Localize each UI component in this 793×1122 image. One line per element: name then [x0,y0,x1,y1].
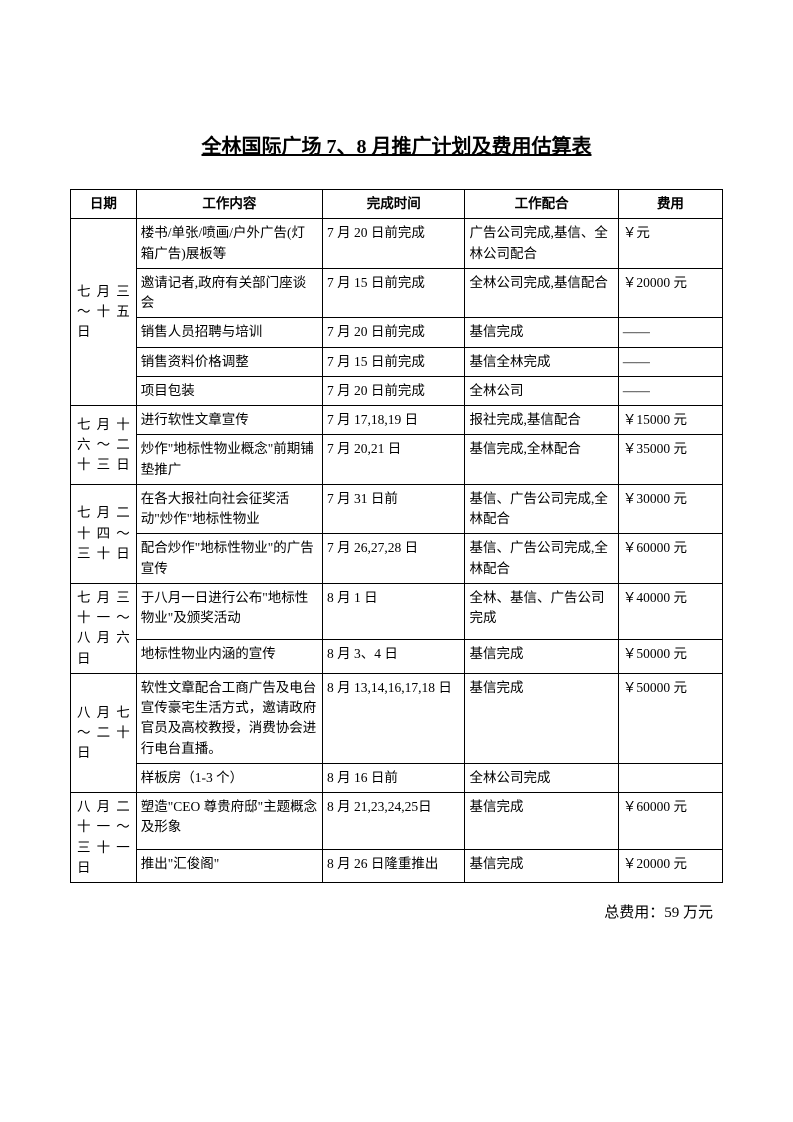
cost-cell: ￥元 [618,219,722,269]
coord-cell: 基信完成 [465,640,618,673]
work-cell: 软性文章配合工商广告及电台宣传豪宅生活方式，邀请政府官员及高校教授，消费协会进行… [136,673,322,763]
date-cell: 八月七～二十日 [71,673,137,792]
cost-cell [618,763,722,792]
time-cell: 7 月 20 日前完成 [323,376,465,405]
coord-cell: 基信、广告公司完成,全林配合 [465,484,618,534]
date-cell: 七月三～十五日 [71,219,137,406]
coord-cell: 全林公司 [465,376,618,405]
table-row: 八月二十一～三十一日塑造"CEO 尊贵府邸"主题概念及形象8 月 21,23,2… [71,793,723,850]
table-row: 样板房（1-3 个）8 月 16 日前全林公司完成 [71,763,723,792]
time-cell: 8 月 21,23,24,25日 [323,793,465,850]
table-row: 销售资料价格调整7 月 15 日前完成基信全林完成—— [71,347,723,376]
time-cell: 8 月 13,14,16,17,18 日 [323,673,465,763]
cost-cell: —— [618,347,722,376]
work-cell: 于八月一日进行公布"地标性物业"及颁奖活动 [136,583,322,640]
time-cell: 7 月 20,21 日 [323,435,465,485]
time-cell: 8 月 3、4 日 [323,640,465,673]
table-row: 七月二十四～三十日在各大报社向社会征奖活动"炒作"地标性物业7 月 31 日前基… [71,484,723,534]
time-cell: 7 月 20 日前完成 [323,318,465,347]
table-row: 七月三十一～八月六日于八月一日进行公布"地标性物业"及颁奖活动8 月 1 日全林… [71,583,723,640]
table-row: 地标性物业内涵的宣传8 月 3、4 日基信完成￥50000 元 [71,640,723,673]
cost-cell: —— [618,318,722,347]
work-cell: 进行软性文章宣传 [136,406,322,435]
work-cell: 销售人员招聘与培训 [136,318,322,347]
work-cell: 配合炒作"地标性物业"的广告宣传 [136,534,322,584]
work-cell: 邀请记者,政府有关部门座谈会 [136,268,322,318]
coord-cell: 基信完成 [465,793,618,850]
cost-cell: ￥30000 元 [618,484,722,534]
page-title: 全林国际广场 7、8 月推广计划及费用估算表 [70,130,723,159]
coord-cell: 报社完成,基信配合 [465,406,618,435]
table-row: 七月十六～二十三日进行软性文章宣传7 月 17,18,19 日报社完成,基信配合… [71,406,723,435]
work-cell: 炒作"地标性物业概念"前期铺垫推广 [136,435,322,485]
table-row: 配合炒作"地标性物业"的广告宣传7 月 26,27,28 日基信、广告公司完成,… [71,534,723,584]
work-cell: 楼书/单张/喷画/户外广告(灯箱广告)展板等 [136,219,322,269]
table-row: 邀请记者,政府有关部门座谈会7 月 15 日前完成全林公司完成,基信配合￥200… [71,268,723,318]
coord-cell: 全林公司完成,基信配合 [465,268,618,318]
cost-cell: ￥20000 元 [618,849,722,882]
coord-cell: 基信完成 [465,318,618,347]
time-cell: 7 月 31 日前 [323,484,465,534]
work-cell: 样板房（1-3 个） [136,763,322,792]
cost-cell: ￥50000 元 [618,673,722,763]
time-cell: 7 月 20 日前完成 [323,219,465,269]
table-row: 项目包装7 月 20 日前完成全林公司—— [71,376,723,405]
cost-cell: ￥20000 元 [618,268,722,318]
budget-table: 日期 工作内容 完成时间 工作配合 费用 七月三～十五日楼书/单张/喷画/户外广… [70,189,723,883]
table-row: 八月七～二十日软性文章配合工商广告及电台宣传豪宅生活方式，邀请政府官员及高校教授… [71,673,723,763]
time-cell: 7 月 26,27,28 日 [323,534,465,584]
work-cell: 塑造"CEO 尊贵府邸"主题概念及形象 [136,793,322,850]
cost-cell: ￥60000 元 [618,534,722,584]
time-cell: 8 月 1 日 [323,583,465,640]
date-cell: 七月十六～二十三日 [71,406,137,485]
time-cell: 7 月 17,18,19 日 [323,406,465,435]
time-cell: 8 月 16 日前 [323,763,465,792]
time-cell: 8 月 26 日隆重推出 [323,849,465,882]
coord-cell: 基信完成 [465,673,618,763]
total-cost: 总费用：59 万元 [70,901,723,922]
work-cell: 项目包装 [136,376,322,405]
date-cell: 七月二十四～三十日 [71,484,137,583]
header-coord: 工作配合 [465,190,618,219]
cost-cell: —— [618,376,722,405]
work-cell: 推出"汇俊阁" [136,849,322,882]
time-cell: 7 月 15 日前完成 [323,347,465,376]
work-cell: 在各大报社向社会征奖活动"炒作"地标性物业 [136,484,322,534]
table-row: 炒作"地标性物业概念"前期铺垫推广7 月 20,21 日基信完成,全林配合￥35… [71,435,723,485]
time-cell: 7 月 15 日前完成 [323,268,465,318]
coord-cell: 广告公司完成,基信、全林公司配合 [465,219,618,269]
cost-cell: ￥60000 元 [618,793,722,850]
header-work: 工作内容 [136,190,322,219]
coord-cell: 基信全林完成 [465,347,618,376]
coord-cell: 基信完成 [465,849,618,882]
cost-cell: ￥40000 元 [618,583,722,640]
date-cell: 八月二十一～三十一日 [71,793,137,883]
coord-cell: 基信、广告公司完成,全林配合 [465,534,618,584]
table-header-row: 日期 工作内容 完成时间 工作配合 费用 [71,190,723,219]
date-cell: 七月三十一～八月六日 [71,583,137,673]
coord-cell: 全林、基信、广告公司完成 [465,583,618,640]
header-cost: 费用 [618,190,722,219]
work-cell: 地标性物业内涵的宣传 [136,640,322,673]
work-cell: 销售资料价格调整 [136,347,322,376]
coord-cell: 基信完成,全林配合 [465,435,618,485]
cost-cell: ￥35000 元 [618,435,722,485]
table-row: 销售人员招聘与培训7 月 20 日前完成基信完成—— [71,318,723,347]
cost-cell: ￥50000 元 [618,640,722,673]
cost-cell: ￥15000 元 [618,406,722,435]
header-time: 完成时间 [323,190,465,219]
table-row: 推出"汇俊阁"8 月 26 日隆重推出基信完成￥20000 元 [71,849,723,882]
coord-cell: 全林公司完成 [465,763,618,792]
table-row: 七月三～十五日楼书/单张/喷画/户外广告(灯箱广告)展板等7 月 20 日前完成… [71,219,723,269]
header-date: 日期 [71,190,137,219]
